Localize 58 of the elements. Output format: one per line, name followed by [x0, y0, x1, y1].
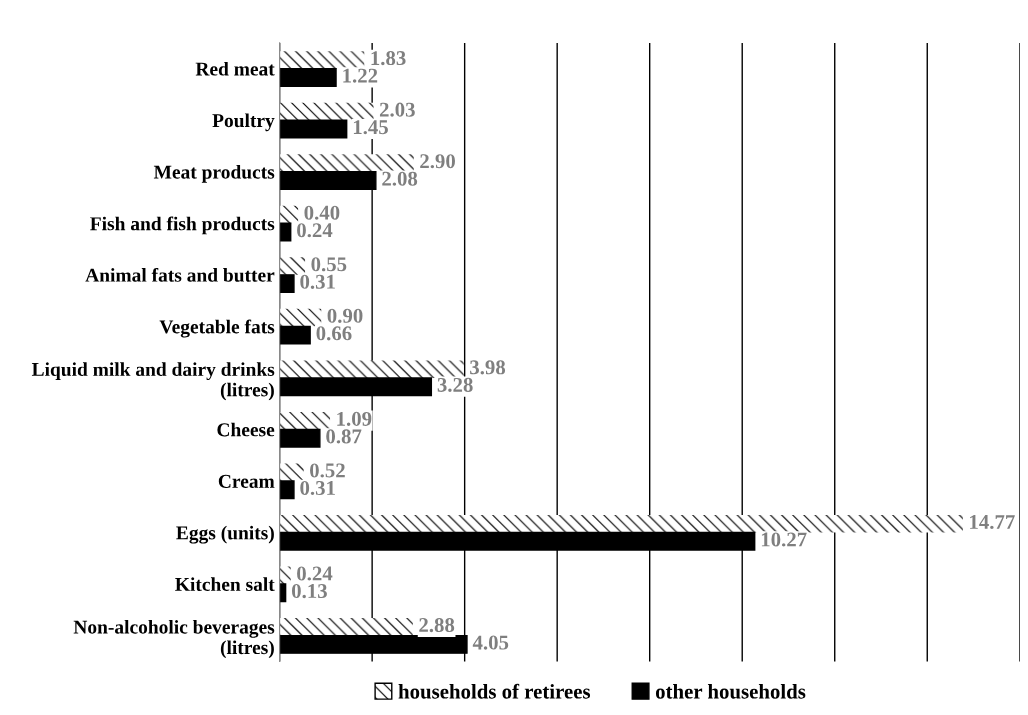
bar [279, 154, 414, 172]
data-label: 0.24 [297, 223, 333, 238]
data-label: 2.88 [419, 618, 455, 633]
data-label: 2.90 [420, 154, 455, 169]
data-label: 0.40 [304, 205, 340, 220]
y-tick-label: Kitchen salt [175, 577, 275, 591]
bar [279, 618, 413, 636]
data-label: 0.24 [297, 566, 333, 581]
y-tick-label: Meat products [153, 165, 275, 183]
data-label: 1.83 [371, 51, 406, 66]
bar [279, 411, 331, 430]
bar [279, 205, 299, 224]
data-label: 10.27 [761, 532, 807, 547]
y-tick-label: Red meat [195, 61, 275, 76]
y-tick-label: Cheese [217, 422, 275, 437]
data-label: 2.03 [379, 102, 415, 117]
y-tick-label: Poultry [212, 113, 275, 132]
bar [279, 566, 291, 585]
data-label: 1.09 [337, 411, 372, 426]
bar [279, 51, 365, 69]
bar [279, 222, 292, 242]
bar [279, 515, 963, 533]
data-label: 0.90 [327, 308, 363, 323]
y-tick-label: Vegetable fats [159, 319, 275, 338]
data-label: 4.05 [472, 635, 509, 650]
data-label: 0.31 [300, 480, 335, 496]
data-label: 0.52 [310, 463, 345, 478]
data-label: 3.28 [437, 377, 473, 392]
data-label: 3.98 [470, 360, 506, 375]
data-label: 1.22 [343, 68, 378, 83]
bar [279, 428, 321, 448]
bar [279, 583, 287, 603]
data-label: 14.77 [970, 515, 1015, 530]
data-label: 0.31 [300, 274, 335, 289]
legend-label: other households [655, 683, 806, 699]
bar [279, 274, 295, 294]
data-label: 0.66 [316, 326, 352, 341]
y-tick-label: Fish and fish products [90, 216, 275, 235]
data-label: 1.45 [353, 120, 388, 135]
bar [279, 257, 306, 275]
y-tick-label: Animal fats and butter [85, 267, 275, 282]
bar [279, 67, 337, 87]
bar [279, 119, 348, 139]
legend-label: households of retirees [398, 683, 591, 699]
bar [279, 308, 322, 327]
bar [279, 102, 374, 121]
y-tick-label: Non-alcoholic beverages (litres) [73, 619, 275, 659]
data-label: 0.55 [311, 257, 347, 272]
bar [279, 360, 464, 378]
y-tick-label: Cream [218, 474, 275, 488]
bar [279, 325, 311, 345]
bar [279, 480, 295, 500]
data-label: 0.87 [326, 429, 362, 444]
data-label: 0.13 [291, 583, 327, 599]
y-tick-label: Eggs (units) [176, 525, 274, 544]
y-tick-label: Liquid milk and dairy drinks (litres) [31, 362, 275, 401]
data-label: 2.08 [382, 171, 418, 186]
bar [279, 463, 304, 481]
